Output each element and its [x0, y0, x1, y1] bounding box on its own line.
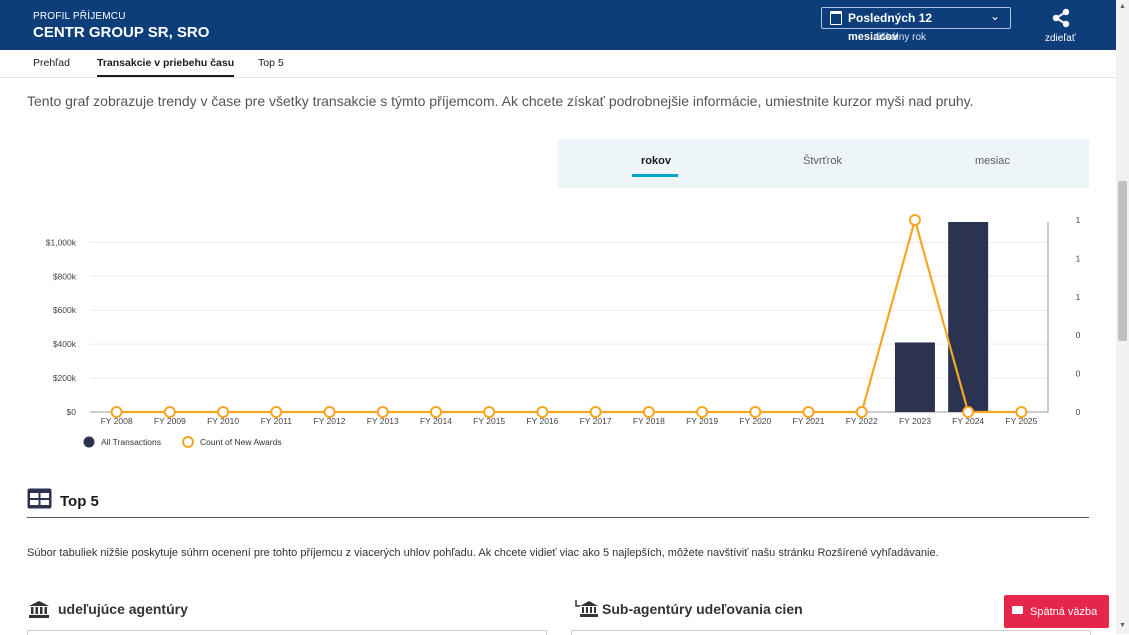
section-tabs: Prehľad Transakcie v priebehu času Top 5 — [0, 50, 1116, 78]
share-button[interactable]: zdieľať — [1036, 8, 1086, 46]
x-tick-label: FY 2018 — [633, 416, 665, 426]
calendar-icon — [830, 11, 842, 25]
line-point — [642, 406, 655, 418]
line-point — [802, 406, 815, 418]
chevron-down-icon: ⌄ — [989, 9, 1000, 23]
feedback-label: Spätná väzba — [1030, 606, 1098, 618]
y-right-tick-label: 1 — [1076, 253, 1081, 263]
granularity-quarter[interactable]: Štvrťrok — [803, 155, 842, 167]
line-point — [163, 406, 176, 418]
x-tick-label: FY 2025 — [1005, 416, 1037, 426]
chart-description: Tento graf zobrazuje trendy v čase pre v… — [27, 93, 974, 109]
x-tick-label: FY 2010 — [207, 416, 239, 426]
x-tick-label: FY 2014 — [420, 416, 452, 426]
granularity-month[interactable]: mesiac — [975, 155, 1010, 167]
x-tick-label: FY 2020 — [739, 416, 771, 426]
line-point — [217, 406, 230, 418]
line-point — [110, 406, 123, 418]
legend-label-all-transactions: All Transactions — [101, 437, 161, 447]
period-dropdown-label-2: mesiacov — [848, 31, 899, 43]
series-line — [116, 215, 1022, 414]
recipient-name: CENTR GROUP SR, SRO — [33, 24, 210, 41]
y-left-tick-label: $400k — [53, 339, 77, 349]
line-point — [749, 406, 762, 418]
x-tick-label: FY 2024 — [952, 416, 984, 426]
x-tick-label: FY 2013 — [367, 416, 399, 426]
chart-bars — [894, 222, 989, 412]
chart-line — [110, 214, 1028, 418]
line-point — [855, 406, 868, 418]
bar — [894, 342, 935, 412]
scroll-down-icon[interactable]: ▼ — [1119, 622, 1126, 629]
line-point — [270, 406, 283, 418]
feedback-button[interactable]: Spätná väzba — [1004, 595, 1109, 628]
y-left-tick-label: $0 — [67, 407, 77, 417]
y-right-tick-label: 1 — [1076, 215, 1081, 225]
awarding-sub-agencies-title: Sub-agentúry udeľovania cien — [602, 601, 803, 617]
x-tick-label: FY 2012 — [314, 416, 346, 426]
y-right-tick-label: 0 — [1076, 330, 1081, 340]
x-tick-label: FY 2021 — [793, 416, 825, 426]
line-point — [962, 406, 975, 418]
awarding-agencies-title: udeľujúce agentúry — [58, 601, 188, 617]
x-tick-label: FY 2015 — [473, 416, 505, 426]
period-dropdown-label: Posledných 12 — [848, 11, 933, 25]
line-point — [483, 406, 496, 418]
share-icon — [1052, 8, 1070, 28]
x-tick-label: FY 2017 — [580, 416, 612, 426]
awarding-agencies-panel — [27, 630, 547, 635]
line-point — [696, 406, 709, 418]
line-point — [589, 406, 602, 418]
chart-ticks: $0 $200k $400k $600k $800k $1,000k 0 0 0 1 1 1 FY 20… — [46, 215, 1081, 426]
chart-legend: All Transactions Count of New Awards — [83, 436, 282, 448]
comment-icon — [1012, 606, 1023, 614]
y-left-tick-label: $200k — [53, 373, 77, 383]
legend-marker-new-awards — [182, 436, 194, 448]
x-tick-label: FY 2019 — [686, 416, 718, 426]
page-header: PROFIL PŘÍJEMCU CENTR GROUP SR, SRO Posl… — [0, 0, 1116, 50]
y-left-tick-label: $600k — [53, 305, 77, 315]
transactions-chart: $0 $200k $400k $600k $800k $1,000k 0 0 0 1 1 1 FY 20… — [46, 214, 1081, 448]
line-point — [429, 406, 442, 418]
sub-agency-icon — [575, 600, 598, 617]
granularity-years[interactable]: rokov — [641, 155, 671, 167]
line-point — [376, 406, 389, 418]
y-right-tick-label: 0 — [1076, 407, 1081, 417]
tab-top5[interactable]: Top 5 — [258, 57, 284, 69]
tab-overview[interactable]: Prehľad — [33, 57, 70, 69]
period-dropdown[interactable]: Posledných 12 ⌄ — [821, 7, 1011, 29]
scroll-up-icon[interactable]: ▲ — [1119, 3, 1126, 10]
tab-transactions-over-time[interactable]: Transakcie v priebehu času — [97, 57, 235, 77]
share-label: zdieľať — [1045, 33, 1076, 44]
x-tick-label: FY 2023 — [899, 416, 931, 426]
x-tick-label: FY 2011 — [261, 416, 293, 426]
line-point — [536, 406, 549, 418]
x-tick-label: FY 2008 — [101, 416, 133, 426]
top5-divider — [27, 517, 1089, 518]
header-subtitle: PROFIL PŘÍJEMCU — [33, 11, 126, 22]
x-tick-label: FY 2022 — [846, 416, 878, 426]
granularity-active-indicator — [632, 174, 678, 177]
y-right-tick-label: 0 — [1076, 369, 1081, 379]
awarding-sub-agencies-panel — [571, 630, 1091, 635]
top5-description: Súbor tabuliek nižšie poskytuje súhrn oc… — [27, 547, 939, 559]
table-icon — [27, 488, 52, 509]
x-tick-label: FY 2009 — [154, 416, 186, 426]
line-point — [908, 214, 921, 226]
line-point — [1015, 406, 1028, 418]
bar — [948, 222, 989, 412]
y-left-tick-label: $1,000k — [46, 237, 77, 247]
x-tick-label: FY 2016 — [526, 416, 558, 426]
legend-label-new-awards: Count of New Awards — [200, 437, 282, 447]
granularity-toggle — [558, 139, 1089, 188]
fiscal-year-label: fiškálny rok — [876, 32, 927, 43]
page-scrollbar[interactable]: ▲ ▼ — [1116, 0, 1129, 634]
scrollbar-thumb[interactable] — [1118, 181, 1127, 341]
top5-title: Top 5 — [60, 493, 99, 510]
landmark-icon — [29, 601, 49, 618]
y-right-tick-label: 1 — [1076, 292, 1081, 302]
y-left-tick-label: $800k — [53, 271, 77, 281]
line-point — [323, 406, 336, 418]
legend-marker-all-transactions — [83, 436, 95, 448]
